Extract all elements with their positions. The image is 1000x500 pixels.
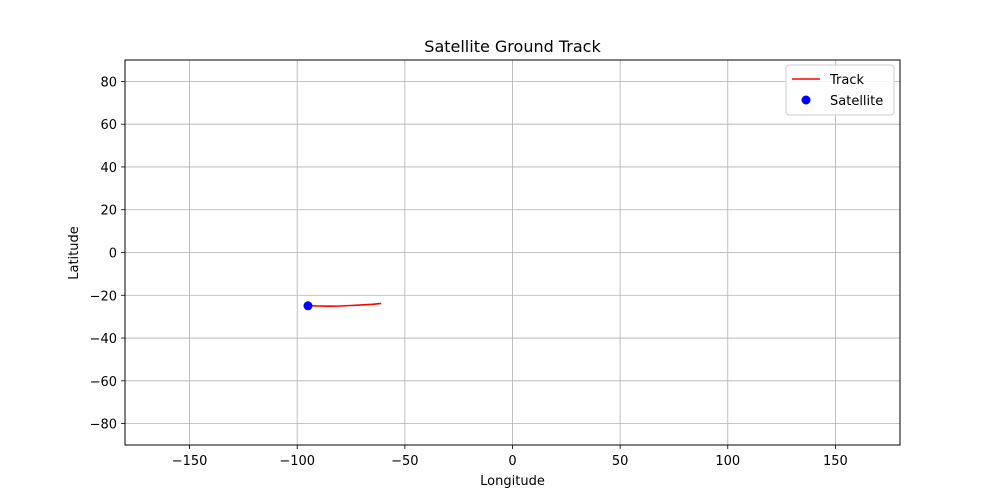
axis-ticks: −150 −100 −50 0 50 100 150 −80 −60 −40 −20 0 20 40 60 8… bbox=[90, 75, 848, 469]
x-tick-label: 50 bbox=[612, 454, 629, 469]
legend: Track Satellite bbox=[785, 64, 895, 116]
plot-area bbox=[303, 301, 382, 311]
chart-title: Satellite Ground Track bbox=[424, 37, 601, 56]
grid bbox=[125, 60, 900, 445]
y-axis-label: Latitude bbox=[67, 226, 82, 280]
legend-satellite-swatch bbox=[801, 95, 811, 105]
x-axis-label: Longitude bbox=[480, 474, 545, 489]
legend-label: Track bbox=[829, 73, 864, 88]
x-tick-label: 100 bbox=[715, 454, 740, 469]
legend-label: Satellite bbox=[830, 94, 883, 109]
y-tick-label: 60 bbox=[100, 118, 117, 133]
y-tick-label: 40 bbox=[100, 161, 117, 176]
x-tick-label: −100 bbox=[279, 454, 315, 469]
y-tick-label: 0 bbox=[109, 247, 117, 262]
track-line bbox=[310, 302, 382, 308]
legend-box bbox=[785, 64, 895, 116]
satellite-point bbox=[303, 301, 313, 311]
y-tick-label: −40 bbox=[90, 332, 117, 347]
y-tick-label: −80 bbox=[90, 418, 117, 433]
y-tick-label: 80 bbox=[100, 75, 117, 90]
x-tick-label: 150 bbox=[823, 454, 848, 469]
x-tick-label: 0 bbox=[508, 454, 516, 469]
y-tick-label: −60 bbox=[90, 375, 117, 390]
y-tick-label: 20 bbox=[100, 204, 117, 219]
y-tick-label: −20 bbox=[90, 289, 117, 304]
x-tick-label: −150 bbox=[172, 454, 208, 469]
x-tick-label: −50 bbox=[391, 454, 418, 469]
